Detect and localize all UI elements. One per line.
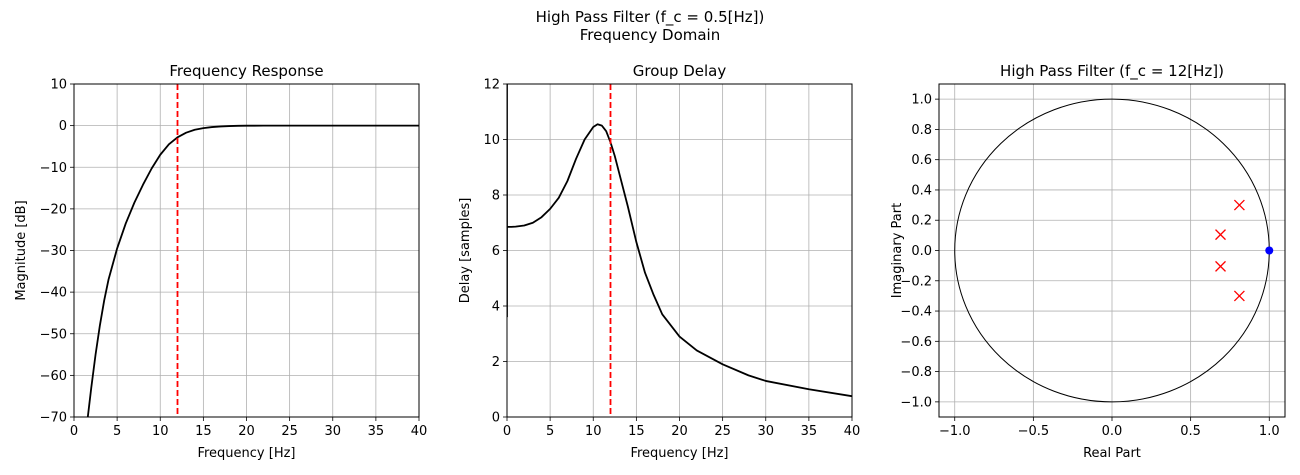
y-tick-label: −30 — [40, 244, 67, 259]
figure-suptitle-line1: High Pass Filter (f_c = 0.5[Hz]) — [536, 8, 765, 27]
x-tick-label: 40 — [844, 424, 861, 439]
y-tick-label: −20 — [40, 202, 67, 217]
y-tick-label: −0.4 — [900, 305, 932, 320]
frequency-response-axes: 0 5 10 15 20 25 30 35 40 10 0 −10 −20 −30 −40 −50 −60 −70… — [14, 62, 427, 461]
x-tick-label: 10 — [152, 424, 169, 439]
group-delay-axes: 0 5 10 15 20 25 30 35 40 0 2 4 6 8 10 12 Group Delay Freq… — [458, 62, 860, 461]
x-tick-label: 30 — [757, 424, 774, 439]
pole-marker — [1215, 229, 1226, 241]
y-tick-label: 0 — [492, 411, 500, 426]
pole-zero-axes: −1.0 −0.5 0.0 0.5 1.0 1.0 0.8 0.6 0.4 0.2 0.0 −0.2 −… — [890, 62, 1286, 461]
x-tick-label: 20 — [238, 424, 255, 439]
y-tick-label: −60 — [40, 369, 67, 384]
y-tick-label: −1.0 — [900, 395, 932, 410]
x-tick-label: −1.0 — [939, 424, 971, 439]
y-tick-label: −10 — [40, 161, 67, 176]
y-tick-label: −0.6 — [900, 335, 932, 350]
pole-marker-stroke — [1233, 199, 1245, 211]
x-tick-label: 15 — [628, 424, 645, 439]
y-tick-label: 8 — [492, 189, 500, 204]
x-tick-label: 15 — [195, 424, 212, 439]
y-tick-label: −40 — [40, 286, 67, 301]
x-tick-label: 0.5 — [1180, 424, 1201, 439]
y-tick-label: 0.6 — [911, 153, 932, 168]
x-tick-label: 0.0 — [1102, 424, 1123, 439]
y-tick-label: 0.8 — [911, 123, 932, 138]
y-axis-label: Imaginary Part — [890, 203, 905, 298]
x-tick-label: 40 — [411, 424, 428, 439]
y-tick-label: 1.0 — [911, 93, 932, 108]
pole-marker — [1233, 199, 1245, 211]
pole-marker — [1233, 290, 1245, 302]
x-tick-label: 25 — [281, 424, 298, 439]
x-tick-label: 10 — [585, 424, 602, 439]
y-tick-label: 0 — [59, 119, 67, 134]
x-tick-label: −0.5 — [1018, 424, 1050, 439]
x-axis-label: Real Part — [1083, 446, 1141, 461]
y-tick-label: −70 — [40, 411, 67, 426]
x-tick-label: 0 — [70, 424, 78, 439]
x-tick-label: 5 — [113, 424, 121, 439]
x-tick-label: 35 — [801, 424, 818, 439]
y-tick-label: −0.8 — [900, 365, 932, 380]
series-line-0 — [507, 84, 852, 398]
x-tick-label: 0 — [503, 424, 511, 439]
axes-title: Frequency Response — [169, 62, 323, 80]
pole-marker-stroke — [1233, 290, 1245, 302]
zero-marker — [1265, 246, 1274, 255]
y-tick-label: 4 — [492, 300, 500, 315]
y-tick-label: 0.4 — [911, 183, 932, 198]
x-axis-label: Frequency [Hz] — [630, 446, 728, 461]
y-tick-label: 0.0 — [911, 244, 932, 259]
pole-marker-stroke — [1215, 229, 1226, 241]
plot-area — [86, 84, 419, 417]
y-tick-label: 2 — [492, 355, 500, 370]
axes-title: High Pass Filter (f_c = 12[Hz]) — [1000, 62, 1224, 81]
y-axis-label: Delay [samples] — [458, 198, 473, 304]
series-line-0 — [86, 124, 419, 417]
x-tick-label: 1.0 — [1259, 424, 1280, 439]
x-tick-label: 30 — [324, 424, 341, 439]
y-tick-label: 10 — [483, 133, 500, 148]
y-tick-label: 12 — [483, 78, 500, 93]
pole-marker — [1215, 260, 1226, 272]
x-tick-label: 20 — [671, 424, 688, 439]
x-axis-label: Frequency [Hz] — [197, 446, 295, 461]
y-tick-label: −0.2 — [900, 274, 932, 289]
x-tick-label: 5 — [546, 424, 554, 439]
axes-title: Group Delay — [633, 62, 727, 80]
x-tick-label: 25 — [714, 424, 731, 439]
pole-marker-stroke — [1215, 260, 1226, 272]
x-tick-label: 35 — [368, 424, 385, 439]
y-tick-label: 6 — [492, 244, 500, 259]
plot-area — [507, 84, 852, 417]
y-tick-label: 10 — [50, 78, 67, 93]
y-tick-label: 0.2 — [911, 214, 932, 229]
y-tick-label: −50 — [40, 327, 67, 342]
y-axis-label: Magnitude [dB] — [14, 200, 29, 300]
figure-suptitle-line2: Frequency Domain — [580, 26, 720, 44]
